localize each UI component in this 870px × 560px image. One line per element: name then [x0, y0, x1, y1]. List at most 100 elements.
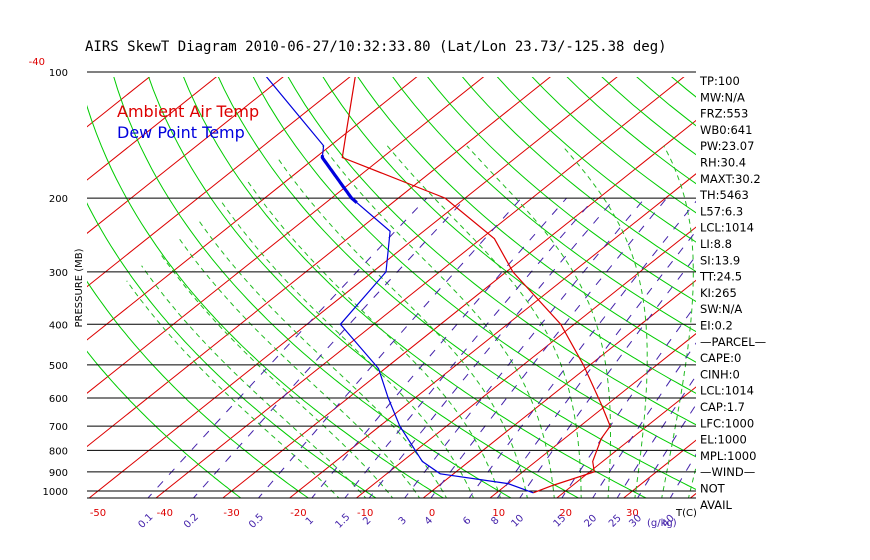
pressure-tick-label: 1000 [43, 487, 68, 498]
index-label: CAP:1.7 [700, 400, 745, 414]
bottom-temp-tick-label: -40 [157, 508, 173, 519]
isobar-lines [87, 71, 696, 499]
index-label: CAPE:0 [700, 351, 741, 365]
isotherm-line [87, 77, 284, 234]
isotherm-line [88, 77, 618, 498]
y-axis-label: PRESSURE (MB) [74, 248, 85, 327]
pressure-tick-label: 300 [49, 268, 68, 279]
legend-ambient-air-temp: Ambient Air Temp [117, 102, 259, 121]
index-label: WB0:641 [700, 123, 752, 137]
mixing-ratio-line [147, 197, 428, 498]
index-label: —PARCEL— [700, 335, 766, 349]
mixing-ratio-line [344, 197, 595, 498]
bottom-temp-tick-label: -50 [90, 508, 106, 519]
bottom-temp-tick-label: 30 [626, 508, 639, 519]
moist-adiabat-line [141, 265, 367, 498]
mixing-ratio-line [192, 197, 467, 498]
index-label: TP:100 [699, 74, 740, 88]
index-label: SW:N/A [700, 302, 742, 316]
dry-adiabat-line [392, 77, 696, 333]
index-label: MPL:1000 [700, 449, 756, 463]
mixing-ratio-unit-text: (g/kg) [647, 518, 677, 529]
mixing-ratio-line [311, 197, 567, 498]
index-label: LCL:1014 [700, 221, 754, 235]
pressure-tick-label: 700 [49, 422, 68, 433]
isotherm-line [87, 77, 551, 448]
dew-point-thick-segment [320, 154, 358, 204]
top-temp-tick-label: -40 [29, 57, 45, 68]
bottom-temp-tick-label: -10 [357, 508, 373, 519]
mixing-ratio-line [430, 197, 668, 498]
dry-adiabat-line [217, 77, 696, 490]
isotherm-line [87, 77, 418, 341]
index-label: KI:265 [700, 286, 737, 300]
pressure-tick-label: 500 [49, 361, 68, 372]
dry-adiabat-line [461, 77, 696, 273]
bottom-temp-tick-label: 10 [492, 508, 505, 519]
index-label: SI:13.9 [700, 253, 740, 267]
moist-adiabat-line [159, 252, 394, 498]
stability-indices: TP:100 MW:N/A FRZ:553 WB0:641 PW:23.07 RH:30.… [699, 74, 766, 512]
mixing-ratio-line [468, 200, 696, 498]
bottom-temp-tick-label: 0 [429, 508, 435, 519]
mixing-ratio-line [368, 197, 616, 498]
mixing-ratio-unit-label: (g/kg) [647, 518, 677, 529]
isotherm-line [556, 386, 696, 498]
index-label: LI:8.8 [700, 237, 732, 251]
index-label: L57:6.3 [700, 204, 743, 218]
mixing-ratio-line [404, 197, 646, 498]
index-label: EL:1000 [700, 433, 747, 447]
legend: Ambient Air Temp Dew Point Temp [117, 102, 259, 142]
bottom-temp-tick-label: -20 [290, 508, 306, 519]
pressure-tick-label: 900 [49, 468, 68, 479]
index-label: MW:N/A [700, 90, 745, 104]
index-label: NOT [700, 482, 726, 496]
index-label: MAXT:30.2 [700, 172, 761, 186]
index-label: LFC:1000 [700, 416, 754, 430]
dry-adiabat-line [87, 280, 310, 498]
index-label: TH:5463 [699, 188, 749, 202]
pressure-tick-label: 100 [49, 68, 68, 79]
index-label: LCL:1014 [700, 384, 754, 398]
index-label: CINH:0 [700, 367, 740, 381]
chart-title: AIRS SkewT Diagram 2010-06-27/10:32:33.8… [85, 39, 667, 55]
dry-adiabat-line [322, 77, 696, 394]
isotherm-line [489, 333, 696, 498]
mixing-ratio-line [257, 197, 522, 498]
dry-adiabat-line [287, 77, 696, 426]
dry-adiabat-line [357, 77, 696, 363]
dry-adiabat-line [87, 350, 242, 498]
dry-adiabat-line [87, 104, 445, 498]
profile-lines [265, 77, 611, 494]
isotherm-line [222, 119, 696, 498]
pressure-tick-label: 800 [49, 446, 68, 457]
isotherm-line [288, 173, 696, 498]
isotherm-line [155, 77, 685, 498]
dry-adiabat-line [183, 77, 648, 498]
bottom-temp-tick-label: -30 [223, 508, 239, 519]
pressure-tick-label: 400 [49, 320, 68, 331]
pressure-tick-label: 600 [49, 394, 68, 405]
moist-adiabat-line [221, 202, 475, 498]
index-label: —WIND— [700, 465, 755, 479]
legend-dew-point-temp: Dew Point Temp [117, 123, 245, 142]
pressure-tick-label: 200 [49, 194, 68, 205]
bottom-temp-tick-label: 20 [559, 508, 572, 519]
moist-adiabat-line [245, 178, 501, 498]
moist-adiabat-line [178, 238, 421, 498]
index-label: EI:0.2 [700, 319, 733, 333]
isotherm-line [87, 77, 351, 288]
index-label: FRZ:553 [700, 107, 748, 121]
isotherm-line [87, 77, 217, 181]
isotherm-line [87, 77, 485, 394]
ambient-air-temp-line [341, 77, 611, 494]
isotherm-line [422, 279, 696, 498]
dry-adiabat-line [427, 77, 696, 303]
temp-unit-label: T(C) [675, 508, 697, 519]
dry-adiabat-line [148, 77, 580, 498]
mixing-ratio-lines [147, 197, 696, 498]
moist-adiabat-line [197, 219, 448, 498]
isotherm-lines [87, 77, 696, 498]
index-label: RH:30.4 [700, 156, 746, 170]
